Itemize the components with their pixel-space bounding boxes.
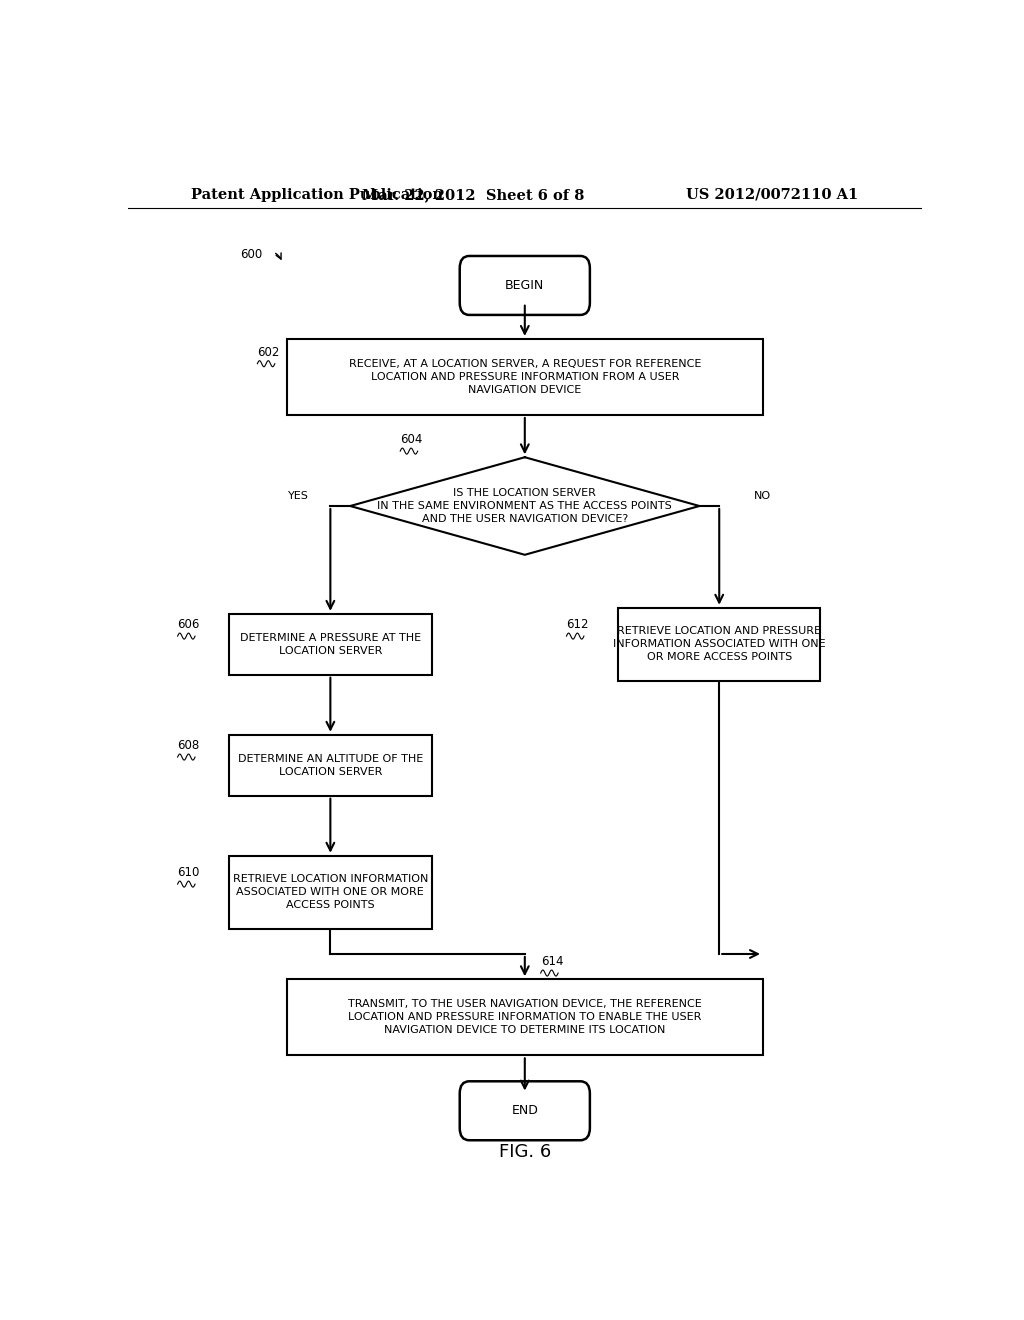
Text: Mar. 22, 2012  Sheet 6 of 8: Mar. 22, 2012 Sheet 6 of 8 [362, 187, 585, 202]
Text: NO: NO [755, 491, 771, 500]
Text: 600: 600 [240, 248, 262, 261]
Text: 604: 604 [400, 433, 423, 446]
FancyBboxPatch shape [287, 979, 763, 1056]
FancyBboxPatch shape [229, 735, 431, 796]
Text: 612: 612 [566, 618, 589, 631]
FancyBboxPatch shape [229, 855, 431, 929]
Text: FIG. 6: FIG. 6 [499, 1143, 551, 1162]
Text: YES: YES [288, 491, 309, 500]
FancyBboxPatch shape [460, 1081, 590, 1140]
FancyBboxPatch shape [460, 256, 590, 315]
Text: Patent Application Publication: Patent Application Publication [191, 187, 443, 202]
Text: DETERMINE AN ALTITUDE OF THE
LOCATION SERVER: DETERMINE AN ALTITUDE OF THE LOCATION SE… [238, 754, 423, 776]
Text: 614: 614 [541, 954, 563, 968]
Text: 610: 610 [177, 866, 200, 879]
Text: RECEIVE, AT A LOCATION SERVER, A REQUEST FOR REFERENCE
LOCATION AND PRESSURE INF: RECEIVE, AT A LOCATION SERVER, A REQUEST… [348, 359, 701, 395]
FancyBboxPatch shape [229, 614, 431, 675]
Text: END: END [511, 1105, 539, 1117]
Text: RETRIEVE LOCATION AND PRESSURE
INFORMATION ASSOCIATED WITH ONE
OR MORE ACCESS PO: RETRIEVE LOCATION AND PRESSURE INFORMATI… [613, 626, 825, 663]
FancyBboxPatch shape [618, 607, 820, 681]
Text: TRANSMIT, TO THE USER NAVIGATION DEVICE, THE REFERENCE
LOCATION AND PRESSURE INF: TRANSMIT, TO THE USER NAVIGATION DEVICE,… [348, 999, 701, 1035]
Text: IS THE LOCATION SERVER
IN THE SAME ENVIRONMENT AS THE ACCESS POINTS
AND THE USER: IS THE LOCATION SERVER IN THE SAME ENVIR… [378, 488, 672, 524]
Text: 608: 608 [177, 739, 200, 752]
Text: 602: 602 [257, 346, 280, 359]
Text: RETRIEVE LOCATION INFORMATION
ASSOCIATED WITH ONE OR MORE
ACCESS POINTS: RETRIEVE LOCATION INFORMATION ASSOCIATED… [232, 874, 428, 911]
Text: BEGIN: BEGIN [505, 279, 545, 292]
Text: DETERMINE A PRESSURE AT THE
LOCATION SERVER: DETERMINE A PRESSURE AT THE LOCATION SER… [240, 632, 421, 656]
Text: US 2012/0072110 A1: US 2012/0072110 A1 [686, 187, 858, 202]
Polygon shape [350, 457, 699, 554]
FancyBboxPatch shape [287, 339, 763, 414]
Text: 606: 606 [177, 618, 200, 631]
